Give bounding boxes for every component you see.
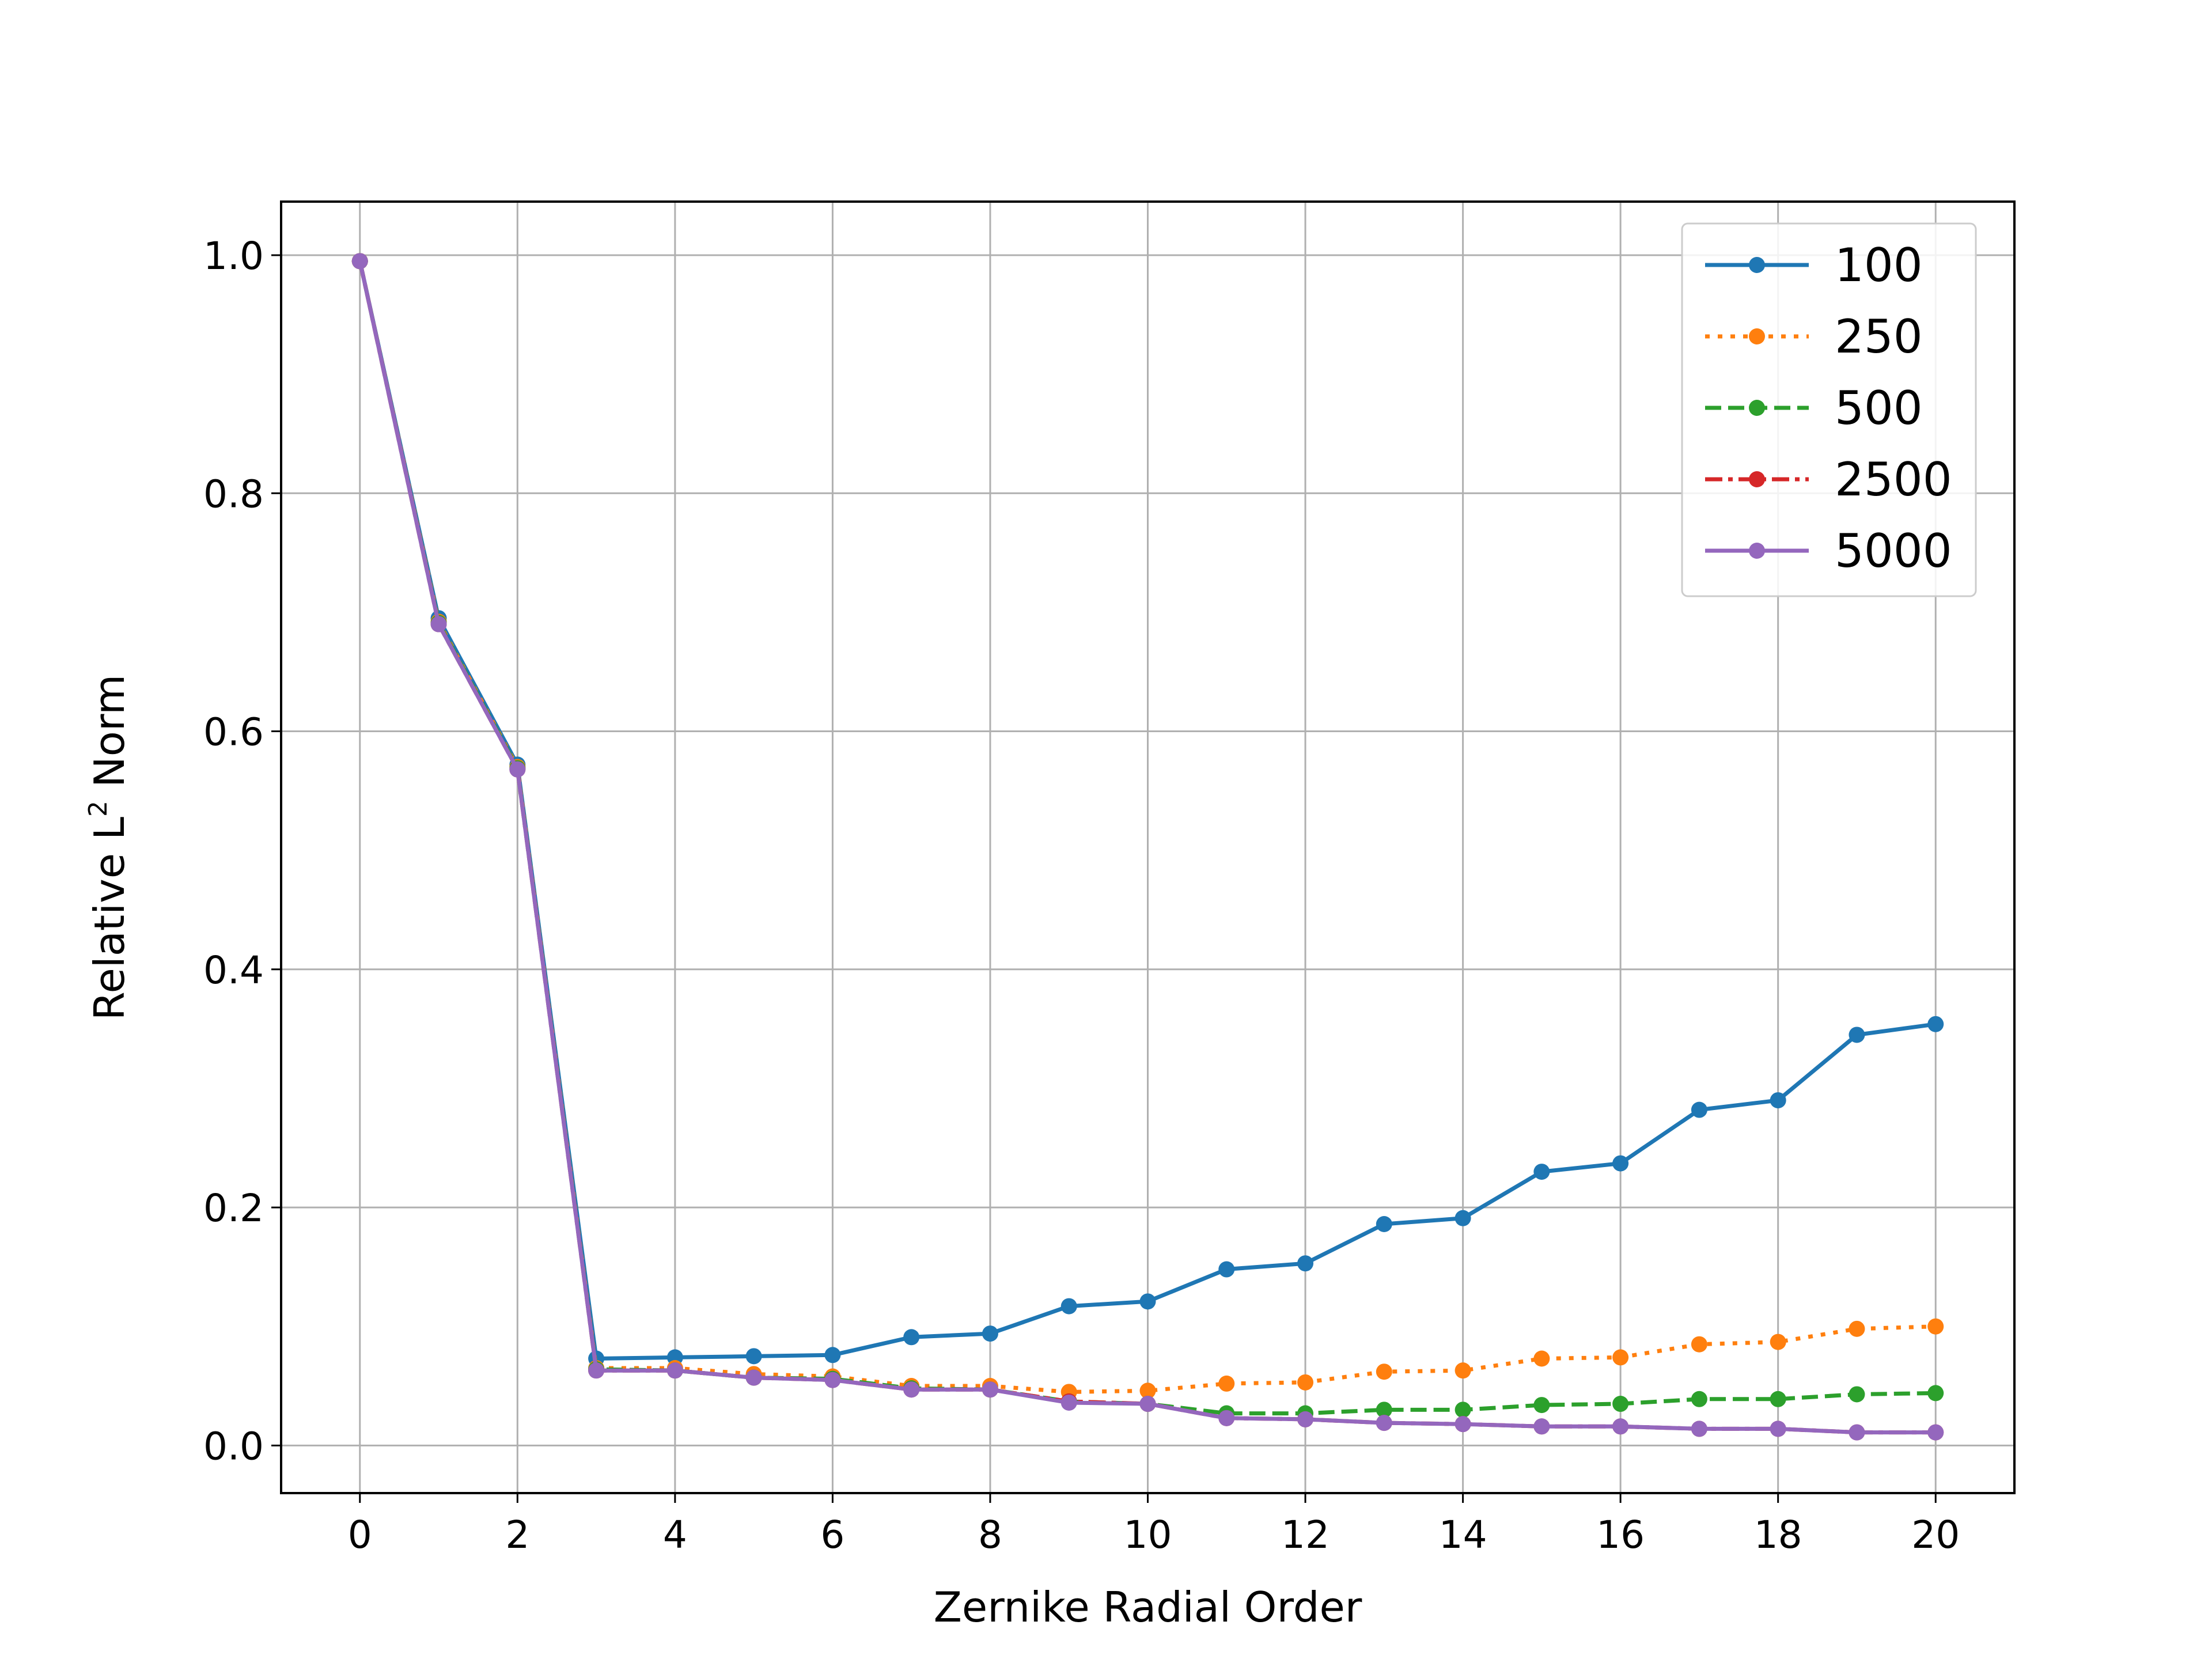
data-point-500 bbox=[1849, 1386, 1865, 1403]
x-tick-label: 18 bbox=[1754, 1513, 1802, 1557]
data-point-500 bbox=[1770, 1391, 1786, 1407]
x-tick-label: 12 bbox=[1281, 1513, 1330, 1557]
x-tick-label: 20 bbox=[1911, 1513, 1960, 1557]
data-point-100 bbox=[824, 1347, 841, 1363]
y-tick-label: 0.2 bbox=[203, 1186, 264, 1230]
data-point-500 bbox=[1927, 1385, 1944, 1402]
x-tick-label: 14 bbox=[1439, 1513, 1487, 1557]
legend-label-100: 100 bbox=[1835, 238, 1923, 292]
data-point-100 bbox=[1927, 1016, 1944, 1032]
legend-marker-500 bbox=[1749, 400, 1765, 416]
legend: 100 250 500 2500 5000 bbox=[1681, 222, 1977, 597]
y-tick-label: 0.8 bbox=[203, 472, 264, 516]
x-tick-label: 8 bbox=[978, 1513, 1002, 1557]
data-point-250 bbox=[1139, 1382, 1156, 1399]
data-point-5000 bbox=[1060, 1394, 1077, 1411]
data-point-5000 bbox=[1533, 1418, 1550, 1435]
x-tick-label: 16 bbox=[1596, 1513, 1645, 1557]
x-tick-label: 4 bbox=[663, 1513, 687, 1557]
data-point-250 bbox=[1612, 1349, 1629, 1366]
series-5000 bbox=[351, 253, 1944, 1441]
y-tick-label: 0.6 bbox=[203, 710, 264, 755]
legend-label-250: 250 bbox=[1835, 310, 1923, 363]
data-point-250 bbox=[1533, 1350, 1550, 1367]
data-point-500 bbox=[1376, 1402, 1392, 1418]
data-point-100 bbox=[1297, 1255, 1314, 1272]
data-point-250 bbox=[1770, 1334, 1786, 1350]
y-tick-label: 0.0 bbox=[203, 1424, 264, 1468]
data-point-100 bbox=[1612, 1155, 1629, 1172]
data-point-500 bbox=[1455, 1402, 1471, 1418]
data-point-100 bbox=[1139, 1293, 1156, 1310]
data-point-100 bbox=[982, 1325, 998, 1342]
data-point-100 bbox=[1691, 1101, 1707, 1118]
x-tick-label: 2 bbox=[505, 1513, 529, 1557]
legend-label-500: 500 bbox=[1835, 381, 1923, 435]
x-tick-label: 10 bbox=[1124, 1513, 1172, 1557]
data-point-5000 bbox=[351, 253, 368, 270]
y-axis-label-superscript: 2 bbox=[84, 801, 113, 817]
data-point-5000 bbox=[1770, 1421, 1786, 1437]
data-point-100 bbox=[903, 1329, 920, 1346]
data-point-5000 bbox=[1297, 1411, 1314, 1427]
legend-marker-100 bbox=[1749, 257, 1765, 273]
legend-marker-2500 bbox=[1749, 471, 1765, 487]
y-axis-label-suffix: Norm bbox=[85, 675, 134, 801]
data-point-500 bbox=[1612, 1396, 1629, 1412]
data-point-500 bbox=[1691, 1391, 1707, 1407]
data-point-5000 bbox=[588, 1362, 605, 1379]
legend-marker-5000 bbox=[1749, 543, 1765, 559]
data-point-100 bbox=[1060, 1298, 1077, 1315]
data-point-100 bbox=[1533, 1164, 1550, 1180]
tick-layer: 0 2 4 6 8 10 12 14 16 18 20 0.0 0.2 0.4 0.6 0.8 1.0 bbox=[203, 234, 1960, 1557]
y-tick-label: 0.4 bbox=[203, 948, 264, 993]
data-point-250 bbox=[1455, 1362, 1471, 1379]
y-axis-label: Relative L2 Norm bbox=[84, 675, 134, 1021]
x-axis-label: Zernike Radial Order bbox=[934, 1583, 1362, 1631]
grid-layer bbox=[281, 202, 2014, 1493]
data-point-5000 bbox=[903, 1381, 920, 1398]
data-point-250 bbox=[1691, 1336, 1707, 1353]
data-point-250 bbox=[1927, 1318, 1944, 1335]
data-point-5000 bbox=[1455, 1416, 1471, 1433]
data-point-5000 bbox=[824, 1372, 841, 1388]
data-point-250 bbox=[1849, 1320, 1865, 1337]
data-point-5000 bbox=[1849, 1424, 1865, 1441]
data-point-100 bbox=[1455, 1210, 1471, 1226]
y-tick-label: 1.0 bbox=[203, 234, 264, 278]
data-point-5000 bbox=[1139, 1396, 1156, 1412]
x-tick-label: 0 bbox=[348, 1513, 372, 1557]
data-point-100 bbox=[745, 1348, 762, 1365]
legend-label-2500: 2500 bbox=[1835, 453, 1952, 506]
data-point-100 bbox=[1770, 1092, 1786, 1109]
data-point-5000 bbox=[1927, 1424, 1944, 1441]
y-axis-label-prefix: Relative L bbox=[85, 817, 134, 1020]
series-layer bbox=[351, 253, 1944, 1441]
data-point-5000 bbox=[1612, 1418, 1629, 1435]
data-point-5000 bbox=[1218, 1410, 1235, 1426]
data-point-5000 bbox=[982, 1381, 998, 1398]
data-point-500 bbox=[1533, 1397, 1550, 1414]
legend-box bbox=[1681, 222, 1977, 597]
data-point-5000 bbox=[430, 616, 447, 632]
data-point-100 bbox=[1849, 1027, 1865, 1043]
x-tick-label: 6 bbox=[820, 1513, 844, 1557]
data-point-5000 bbox=[666, 1362, 683, 1379]
data-point-100 bbox=[1376, 1216, 1392, 1233]
data-point-5000 bbox=[745, 1369, 762, 1386]
legend-label-5000: 5000 bbox=[1835, 524, 1952, 578]
legend-marker-250 bbox=[1749, 328, 1765, 344]
data-point-250 bbox=[1297, 1374, 1314, 1391]
data-point-100 bbox=[1218, 1261, 1235, 1278]
data-point-5000 bbox=[1376, 1415, 1392, 1431]
data-point-250 bbox=[1376, 1363, 1392, 1380]
data-point-5000 bbox=[509, 761, 526, 778]
data-point-5000 bbox=[1691, 1421, 1707, 1437]
data-point-250 bbox=[1218, 1375, 1235, 1392]
